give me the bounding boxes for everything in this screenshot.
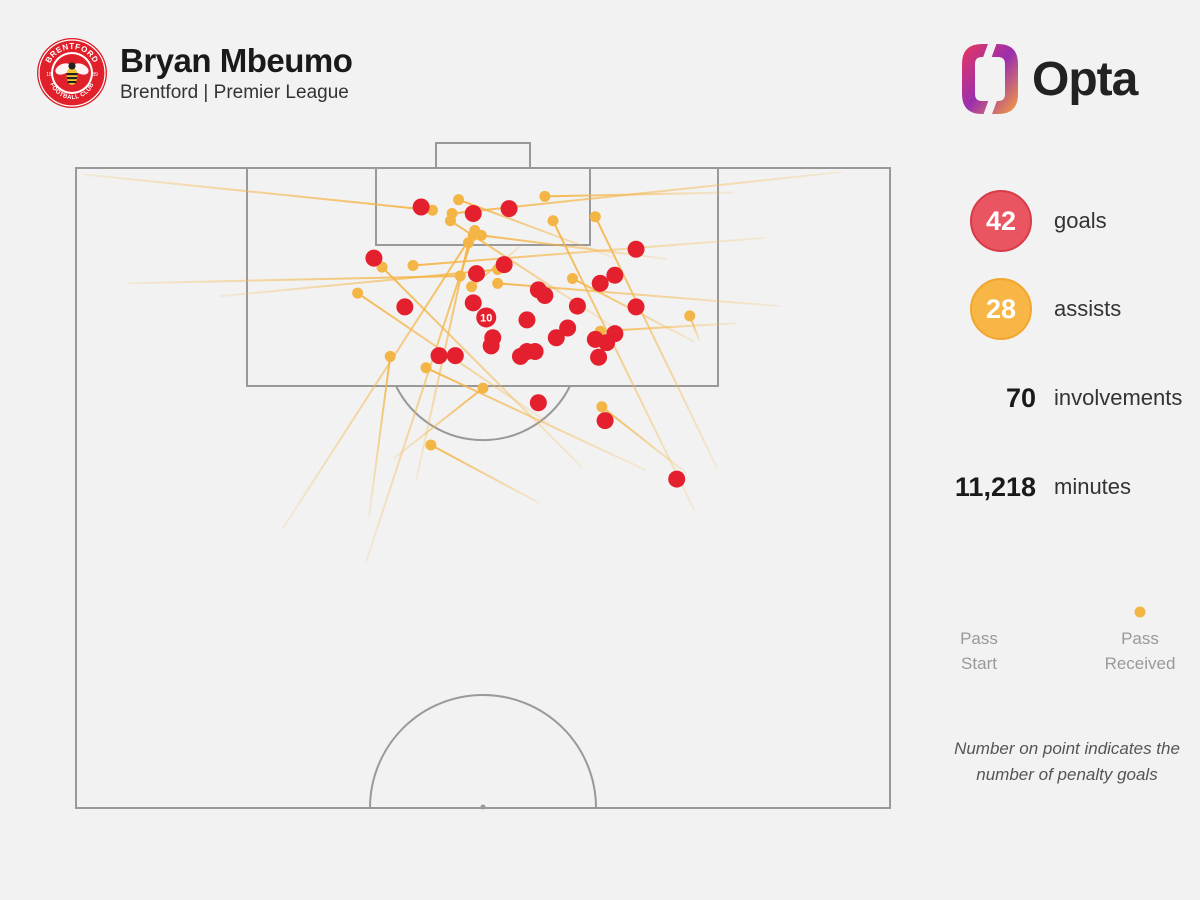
- assist-pass-line: [552, 220, 696, 512]
- assist-pass-line: [368, 356, 392, 517]
- legend-pass-start-label: Pass Start: [960, 629, 998, 673]
- crest-left-year: 18: [46, 72, 52, 78]
- assist-received-point: [567, 272, 579, 284]
- centre-spot: [480, 804, 486, 810]
- assist-received-point: [384, 350, 396, 362]
- assist-received-point: [462, 237, 474, 249]
- penalty-goal-count: 10: [480, 312, 492, 324]
- stat-assists: 28 assists: [950, 274, 1121, 344]
- assists-value: 28: [985, 293, 1017, 324]
- assist-received-point: [589, 211, 601, 223]
- goal-point: [500, 200, 518, 218]
- minutes-value: 11,218: [954, 471, 1036, 502]
- pitch-outline: [75, 167, 891, 809]
- header: BRENTFORD FOOTBALL CLUB 18 89 Bryan Mbeu…: [36, 36, 353, 110]
- assist-received-point: [427, 204, 439, 216]
- assist-received-point: [477, 382, 489, 394]
- assist-received-point: [539, 190, 551, 202]
- bee-icon: [55, 62, 89, 85]
- assists-label: assists: [1054, 296, 1122, 321]
- assist-pass-line: [281, 229, 476, 530]
- assist-pass-line: [601, 405, 688, 475]
- goal-point: [596, 412, 614, 430]
- goal-point: [412, 198, 430, 216]
- goal-point: [598, 334, 616, 352]
- opta-logo-icon: [962, 42, 1018, 116]
- penalty-goal-point: [476, 307, 497, 328]
- goal-point: [668, 470, 686, 488]
- goal-point: [627, 298, 645, 316]
- goal-point: [482, 337, 500, 355]
- assist-received-point: [684, 310, 696, 322]
- goal-point: [536, 287, 554, 305]
- assist-pass-line: [430, 444, 541, 505]
- goal-point: [547, 329, 565, 347]
- goal-point: [495, 256, 513, 274]
- goal-point: [464, 204, 482, 222]
- penalty-arc: [395, 385, 571, 442]
- assist-pass-line: [412, 236, 765, 267]
- assist-received-point: [444, 215, 456, 227]
- assist-received-point: [596, 401, 608, 413]
- assist-received-point: [466, 281, 478, 293]
- opta-wordmark: Opta: [1032, 52, 1138, 106]
- stat-minutes: 11,218 minutes: [938, 452, 1131, 522]
- stat-goals: 42 goals: [950, 186, 1107, 256]
- goal-point: [430, 347, 448, 365]
- goal-point: [365, 249, 383, 267]
- assist-layer: [84, 171, 842, 564]
- assist-received-point: [547, 215, 559, 227]
- assist-pass-line: [381, 266, 584, 469]
- assist-pass-line: [425, 366, 647, 472]
- goal-point: [467, 265, 485, 283]
- goal-point: [559, 319, 577, 337]
- goals-circle: 42: [970, 190, 1032, 252]
- goal-layer: 10: [365, 198, 686, 488]
- goal-point: [518, 311, 536, 329]
- player-name: Bryan Mbeumo: [120, 42, 353, 79]
- goal-point: [529, 394, 547, 412]
- legend-pass-received-label: Pass Received: [1104, 629, 1176, 673]
- assist-received-point: [453, 194, 465, 206]
- assist-received-point: [420, 362, 432, 374]
- brentford-crest-icon: BRENTFORD FOOTBALL CLUB 18 89: [37, 38, 107, 108]
- crest-right-year: 89: [92, 72, 98, 78]
- goals-label: goals: [1054, 208, 1107, 233]
- assist-pass-line: [594, 216, 719, 469]
- assist-pass-line: [84, 173, 433, 212]
- goal-point: [511, 347, 529, 365]
- assist-pass-line: [544, 191, 734, 198]
- team-league: Brentford | Premier League: [120, 82, 349, 103]
- goal-point: [606, 266, 624, 284]
- assists-circle: 28: [970, 278, 1032, 340]
- involvements-label: involvements: [1054, 385, 1183, 410]
- goal-point: [568, 297, 586, 315]
- assist-pass-line: [128, 275, 461, 285]
- assist-pass-line: [600, 322, 738, 333]
- penalty-note: Number on point indicates the number of …: [954, 739, 1180, 784]
- legend-pass-received-dot: [1134, 606, 1146, 618]
- assist-received-point: [425, 439, 437, 451]
- centre-circle: [369, 694, 597, 809]
- stat-involvements: 70 involvements: [938, 363, 1182, 433]
- assist-received-point: [407, 259, 419, 271]
- goal-point: [464, 294, 482, 312]
- involvements-value: 70: [1005, 382, 1036, 413]
- opta-brand: Opta: [960, 42, 1138, 116]
- minutes-label: minutes: [1054, 474, 1132, 499]
- goals-value: 42: [985, 205, 1017, 236]
- assist-pass-line: [449, 219, 616, 329]
- goal-point: [396, 298, 414, 316]
- assist-pass-line: [392, 387, 484, 460]
- goal: [435, 142, 531, 169]
- assist-received-point: [492, 277, 504, 289]
- assist-pass-line: [219, 268, 498, 298]
- goal-point: [591, 274, 609, 292]
- goal-point: [590, 348, 608, 366]
- goal-point: [446, 347, 464, 365]
- assist-received-point: [352, 287, 364, 299]
- goal-point: [627, 240, 645, 258]
- assist-pass-line: [364, 235, 475, 564]
